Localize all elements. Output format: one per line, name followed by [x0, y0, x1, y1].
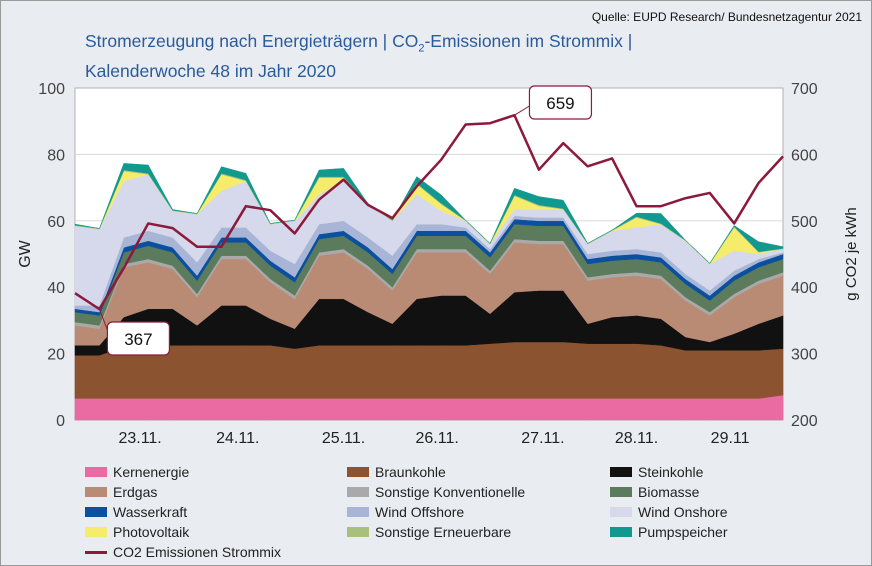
chart-title: Stromerzeugung nach Energieträgern | CO2… [85, 30, 632, 82]
title-subscript: 2 [418, 42, 425, 55]
x-tick-label: 28.11. [615, 430, 658, 447]
legend-swatch [347, 487, 369, 497]
legend-swatch [610, 467, 632, 477]
legend-item: Sonstige Erneuerbare [347, 524, 511, 540]
y-tick-label: 100 [38, 81, 65, 98]
legend-item: Photovoltaik [85, 524, 189, 540]
legend-label: CO2 Emissionen Strommix [113, 544, 282, 560]
legend-label: Wind Offshore [375, 504, 465, 520]
x-tick-label: 26.11. [415, 430, 458, 447]
legend-swatch [85, 527, 107, 537]
legend-swatch [85, 467, 107, 477]
area-kernenergie [74, 394, 784, 421]
annotation-box [106, 321, 171, 356]
y-tick-label: 0 [56, 413, 65, 430]
source-note: Quelle: EUPD Research/ Bundesnetzagentur… [591, 10, 862, 24]
y2-tick-label: 300 [791, 347, 818, 364]
y-tick-label: 80 [47, 147, 65, 164]
y2-axis-label: g CO2 je kWh [843, 207, 860, 300]
y-tick-label: 40 [47, 280, 65, 297]
x-tick-label: 25.11. [322, 430, 365, 447]
legend-label: Photovoltaik [113, 524, 190, 540]
title-part: -Emissionen im Strommix | [424, 31, 633, 51]
legend-item: Steinkohle [610, 464, 703, 480]
y-tick-label: 60 [47, 214, 65, 231]
legend-label: Pumpspeicher [638, 524, 728, 540]
annotation-box [528, 85, 593, 120]
x-tick-label: 24.11. [216, 430, 259, 447]
title-line2: Kalenderwoche 48 im Jahr 2020 [85, 60, 336, 81]
legend-label: Wasserkraft [113, 504, 188, 520]
legend-item: Erdgas [85, 484, 157, 500]
title-part: Stromerzeugung nach Energieträgern | CO [85, 31, 419, 51]
y2-tick-label: 500 [791, 214, 818, 231]
x-tick-label: 23.11. [118, 430, 161, 447]
legend-label: Sonstige Erneuerbare [375, 524, 512, 540]
annotation-label: 659 [546, 94, 574, 113]
x-tick-label: 27.11. [521, 430, 564, 447]
legend-swatch [610, 507, 632, 517]
legend-item: Wind Onshore [610, 504, 727, 520]
legend-label: Braunkohle [375, 464, 446, 480]
legend-swatch [85, 550, 107, 554]
legend-swatch [85, 507, 107, 517]
annotation-label: 367 [124, 330, 152, 349]
legend-item: Wasserkraft [85, 504, 187, 520]
y-axis-label: GW [17, 239, 34, 267]
co2-line [74, 113, 784, 311]
legend-label: Sonstige Konventionelle [375, 484, 526, 500]
annotation-leader [98, 308, 108, 331]
legend-item: Pumpspeicher [610, 524, 728, 540]
legend-label: Biomasse [638, 484, 700, 500]
legend-label: Wind Onshore [638, 504, 728, 520]
legend-swatch [347, 467, 369, 477]
legend-item: CO2 Emissionen Strommix [85, 544, 281, 560]
y2-tick-label: 200 [791, 413, 818, 430]
legend-label: Kernenergie [113, 464, 190, 480]
y2-tick-label: 700 [791, 81, 818, 98]
legend-item: Sonstige Konventionelle [347, 484, 525, 500]
legend-swatch [610, 527, 632, 537]
legend-swatch [347, 507, 369, 517]
legend-label: Erdgas [113, 484, 158, 500]
area-braunkohle [74, 341, 784, 399]
legend-item: Kernenergie [85, 464, 189, 480]
legend-swatch [85, 487, 107, 497]
legend-item: Biomasse [610, 484, 699, 500]
y-tick-label: 20 [47, 347, 65, 364]
legend-label: Steinkohle [638, 464, 704, 480]
legend-item: Wind Offshore [347, 504, 464, 520]
x-tick-label: 29.11 [711, 430, 750, 447]
area-pumpspeicher [74, 163, 784, 264]
y2-tick-label: 400 [791, 280, 818, 297]
legend-swatch [347, 527, 369, 537]
annotation-leader [514, 105, 530, 116]
legend-swatch [610, 487, 632, 497]
y2-tick-label: 600 [791, 147, 818, 164]
legend-item: Braunkohle [347, 464, 446, 480]
